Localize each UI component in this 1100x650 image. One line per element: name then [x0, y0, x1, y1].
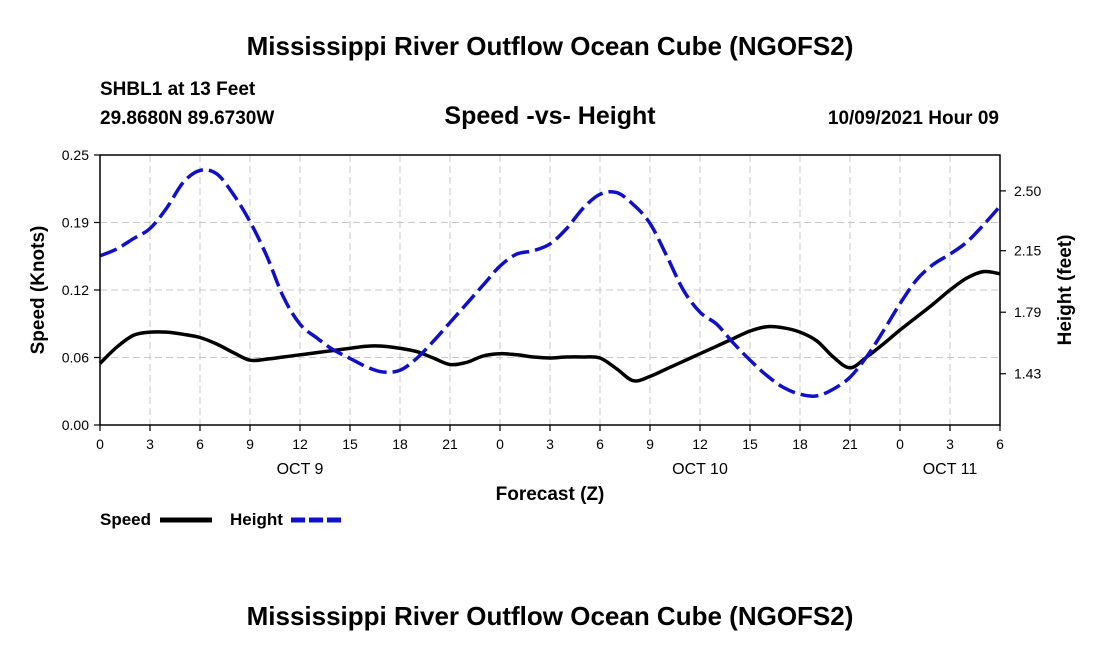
x-tick-label: 15 — [742, 436, 758, 452]
x-tick-label: 21 — [442, 436, 458, 452]
x-tick-label: 12 — [692, 436, 708, 452]
y2-tick-label: 1.43 — [1014, 366, 1041, 382]
series-line-height — [99, 168, 1002, 398]
x-tick-label: 0 — [96, 436, 104, 452]
x-tick-label: 0 — [496, 436, 504, 452]
y2-tick-label: 2.15 — [1014, 243, 1041, 259]
y-tick-label: 0.25 — [62, 147, 89, 163]
x-tick-label: 15 — [342, 436, 358, 452]
footer-title: Mississippi River Outflow Ocean Cube (NG… — [247, 601, 854, 631]
x-tick-label: 3 — [146, 436, 154, 452]
y-tick-label: 0.00 — [62, 417, 89, 433]
x-tick-label: 9 — [646, 436, 654, 452]
ticks: 0 3 6 9 12 15 18 21 0 3 6 9 12 15 18 21 0 3 6 0.00 0.06 0.12 0… — [62, 147, 1042, 478]
x-tick-label: 3 — [946, 436, 954, 452]
y-tick-label: 0.19 — [62, 215, 89, 231]
y-tick-label: 0.06 — [62, 350, 89, 366]
y2-tick-label: 1.79 — [1014, 304, 1041, 320]
x-tick-label: 0 — [896, 436, 904, 452]
grid — [100, 155, 1000, 425]
x-tick-label: 6 — [596, 436, 604, 452]
x-tick-label: 6 — [996, 436, 1004, 452]
date-label: OCT 10 — [672, 461, 728, 478]
x-tick-label: 21 — [842, 436, 858, 452]
x-tick-label: 12 — [292, 436, 308, 452]
x-axis-label: Forecast (Z) — [496, 484, 605, 505]
station-label: SHBL1 at 13 Feet — [100, 79, 256, 100]
y-axis-label: Speed (Knots) — [28, 226, 49, 355]
series-line-speed — [98, 269, 1001, 383]
date-label: OCT 9 — [277, 461, 324, 478]
legend: Speed Height — [100, 510, 343, 529]
y-tick-label: 0.12 — [62, 282, 89, 298]
x-tick-label: 18 — [792, 436, 808, 452]
legend-label-height: Height — [230, 510, 283, 529]
timestamp-label: 10/09/2021 Hour 09 — [828, 108, 999, 129]
chart-title: Mississippi River Outflow Ocean Cube (NG… — [247, 31, 854, 61]
x-tick-label: 3 — [546, 436, 554, 452]
x-tick-label: 6 — [196, 436, 204, 452]
coordinates-label: 29.8680N 89.6730W — [100, 108, 274, 129]
x-tick-label: 9 — [246, 436, 254, 452]
legend-label-speed: Speed — [100, 510, 151, 529]
chart-subtitle: Speed -vs- Height — [444, 102, 656, 130]
x-tick-label: 18 — [392, 436, 408, 452]
series-layer — [98, 168, 1002, 398]
y2-tick-label: 2.50 — [1014, 183, 1041, 199]
date-label: OCT 11 — [923, 461, 978, 478]
y2-axis-label: Height (feet) — [1055, 235, 1076, 346]
